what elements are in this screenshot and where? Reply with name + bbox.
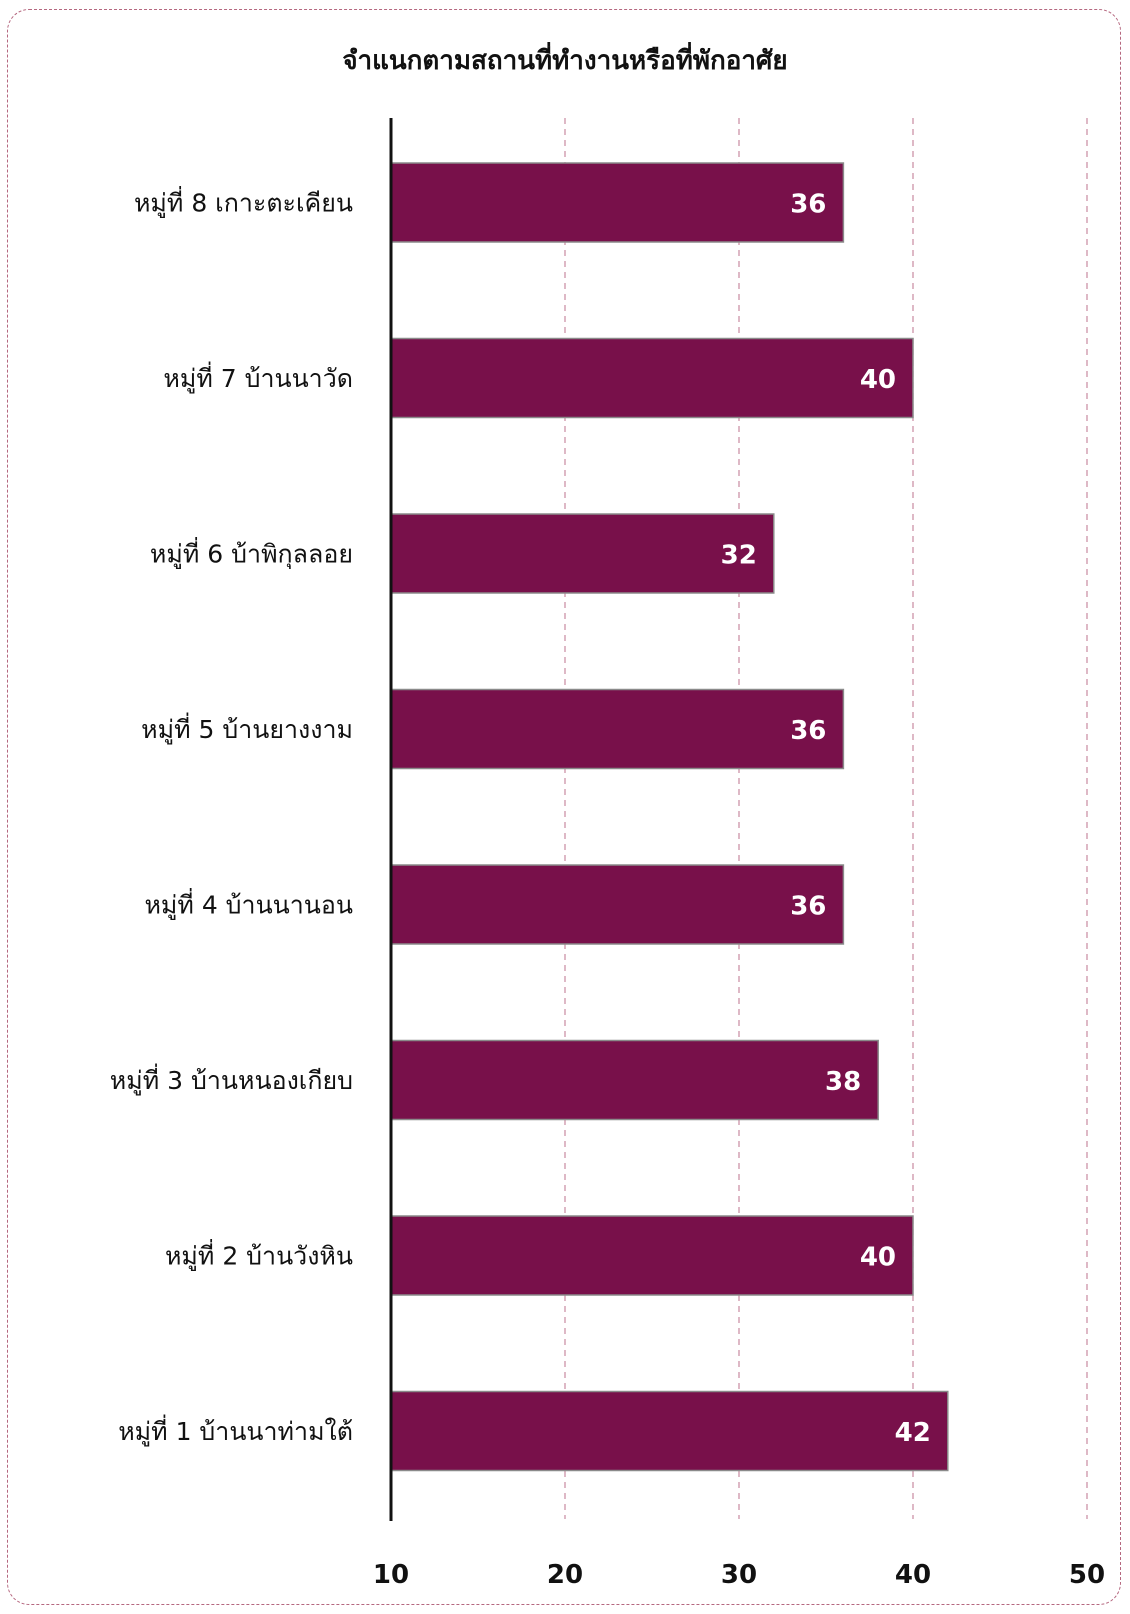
value-label: 36 [790, 190, 826, 220]
category-label: หมู่ที่ 6 บ้าพิกุลลอย [150, 537, 353, 570]
chart-title: จำแนกตามสถานที่ทำงานหรือที่พักอาศัย [342, 46, 788, 76]
value-label: 36 [790, 716, 826, 746]
value-label: 40 [860, 1243, 896, 1273]
category-label: หมู่ที่ 3 บ้านหนองเกียบ [110, 1063, 353, 1096]
bar [390, 688, 845, 770]
x-tick-label: 50 [1069, 1560, 1105, 1590]
value-label: 32 [721, 541, 757, 571]
category-label: หมู่ที่ 7 บ้านนาวัด [163, 361, 353, 394]
bar [390, 513, 775, 594]
x-tick-label: 10 [373, 1560, 409, 1590]
value-label: 38 [825, 1067, 861, 1097]
value-label: 36 [790, 892, 826, 922]
value-label: 40 [860, 365, 896, 395]
value-label: 42 [895, 1418, 931, 1448]
x-tick-label: 30 [721, 1560, 757, 1590]
bar [390, 1215, 914, 1296]
x-tick-label: 40 [895, 1560, 931, 1590]
bar [390, 1390, 949, 1472]
chart-frame [7, 9, 1121, 1605]
category-label: หมู่ที่ 4 บ้านนานอน [144, 888, 353, 921]
category-label: หมู่ที่ 8 เกาะตะเคียน [134, 186, 353, 219]
bar [390, 864, 845, 945]
category-label: หมู่ที่ 1 บ้านนาท่ามใต้ [118, 1414, 353, 1447]
category-label: หมู่ที่ 5 บ้านยางงาม [141, 712, 353, 745]
x-tick-label: 20 [547, 1560, 583, 1590]
bar [390, 337, 914, 419]
bar [390, 1039, 879, 1121]
bar [390, 162, 845, 243]
category-label: หมู่ที่ 2 บ้านวังหิน [165, 1239, 353, 1272]
